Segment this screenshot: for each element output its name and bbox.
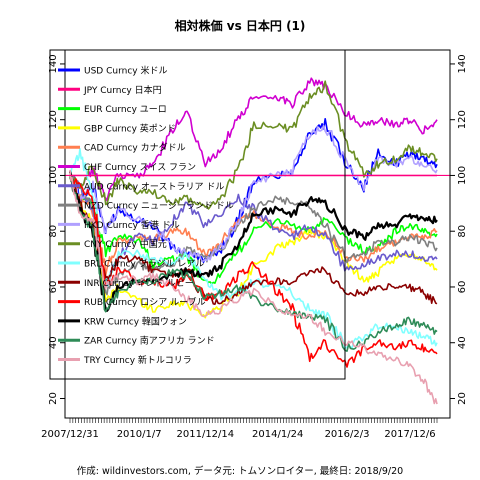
x-tick-label: 2017/12/6 (384, 429, 435, 440)
legend-label: HKD Curncy 香港 ドル (84, 219, 180, 231)
y-tick-label-left: 60 (48, 281, 59, 294)
y-tick-label-left: 100 (48, 166, 59, 185)
y-tick-label-right: 60 (457, 281, 468, 294)
plot-lines (65, 77, 450, 405)
series-line (69, 176, 438, 305)
legend-label: ZAR Curncy 南アフリカ ランド (84, 335, 215, 347)
x-tick-label: 2010/1/7 (117, 429, 162, 440)
y-tick-label-left: 140 (48, 54, 59, 73)
legend-box (49, 49, 346, 380)
legend-label: USD Curncy 米ドル (84, 65, 167, 77)
y-tick-label-right: 100 (457, 166, 468, 185)
series-line (69, 176, 438, 352)
legend-label: GBP Curncy 英ポンド (84, 122, 176, 134)
series-line (69, 169, 438, 405)
y-tick-label-right: 120 (457, 110, 468, 129)
y-tick-label-right: 20 (457, 392, 468, 405)
y-tick-label-left: 40 (48, 336, 59, 349)
legend-label: CNY Curncy 中国元 (84, 238, 167, 250)
series-line (69, 174, 438, 285)
y-tick-label-left: 80 (48, 225, 59, 238)
series-line (69, 171, 438, 368)
legend-label: NZD Curncy ニュージーランド ドル (84, 201, 234, 212)
legend-label: EUR Curncy ユーロ (84, 105, 167, 115)
x-tick-label: 2011/12/14 (177, 429, 235, 440)
y-tick-label-right: 80 (457, 225, 468, 238)
x-axis: 2007/12/31 2010/1/7 2011/12/14 2014/1/24 201… (41, 418, 438, 440)
y-axis-left: 20 40 60 80 100 120 140 (48, 54, 65, 405)
series-line (70, 77, 438, 202)
legend-label: KRW Curncy 韓国ウォン (84, 316, 187, 327)
y-axis-right: 20 40 60 80 100 120 140 (450, 54, 468, 405)
legend-label: AUD Curncy オーストラリア ドル (84, 181, 224, 192)
legend-label: BRL Curncy ブラジル レアル (84, 258, 204, 270)
y-tick-label-right: 140 (457, 54, 468, 73)
legend-label: RUB Curncy ロシア ルーブル (84, 296, 206, 308)
legend-label: INR Curncy インド ルピー (84, 278, 194, 289)
chart-title: 相対株価 vs 日本円 (1) (175, 18, 306, 33)
y-tick-label-left: 120 (48, 110, 59, 129)
x-tick-label: 2014/1/24 (252, 429, 303, 440)
y-tick-label-right: 40 (457, 336, 468, 349)
x-tick-label: 2016/2/3 (325, 429, 370, 440)
series-line (69, 124, 438, 262)
legend: USD Curncy 米ドル JPY Curncy 日本円 EUR Curncy ユ… (49, 49, 346, 380)
chart-caption: 作成: wildinvestors.com, データ元: トムソンロイター, 最… (77, 465, 403, 477)
legend-label: TRY Curncy 新トルコリラ (83, 354, 192, 366)
series-line (69, 80, 438, 210)
legend-label: CAD Curncy カナダドル (84, 142, 186, 154)
y-tick-label-left: 20 (48, 392, 59, 405)
x-tick-label: 2007/12/31 (41, 429, 99, 440)
legend-label: JPY Curncy 日本円 (83, 84, 162, 96)
legend-label: CHF Curncy スイス フラン (84, 162, 196, 173)
